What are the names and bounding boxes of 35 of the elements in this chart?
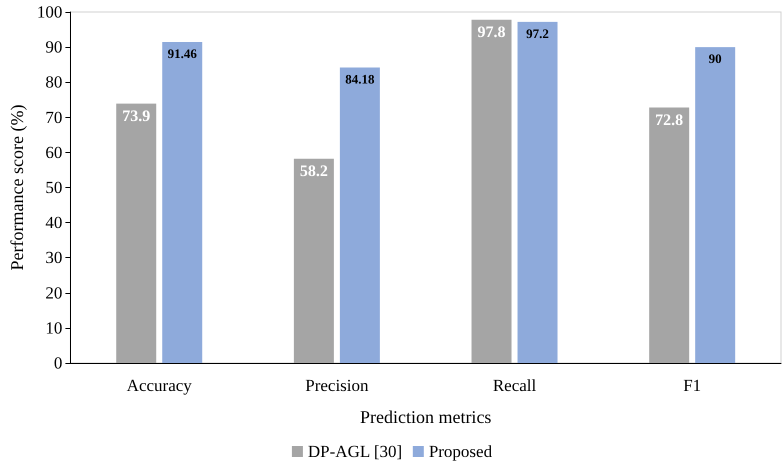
y-tick-label: 100 xyxy=(36,2,62,22)
data-label: 73.9 xyxy=(122,108,150,126)
y-tick-label: 90 xyxy=(45,38,62,57)
bar xyxy=(294,158,334,363)
data-label: 97.8 xyxy=(478,24,506,42)
bar xyxy=(695,47,736,363)
y-tick-label: 10 xyxy=(45,318,62,338)
y-tick-label: 40 xyxy=(45,213,62,232)
y-axis-title: Performance score (%) xyxy=(7,104,27,270)
bar xyxy=(162,42,202,363)
x-axis-title: Prediction metrics xyxy=(360,407,492,427)
bar xyxy=(518,22,558,363)
y-tick-label: 0 xyxy=(54,354,62,372)
bar xyxy=(340,68,380,363)
y-tick-label: 60 xyxy=(45,142,62,162)
y-tick-label: 30 xyxy=(45,248,62,268)
bar xyxy=(116,104,156,363)
legend-label: DP-AGL [30] xyxy=(308,442,402,461)
data-label: 90 xyxy=(708,51,722,66)
data-label: 97.2 xyxy=(526,26,549,41)
x-tick-label: Accuracy xyxy=(126,376,192,395)
bar xyxy=(649,107,690,363)
bar xyxy=(472,20,512,363)
x-tick-label: Precision xyxy=(305,376,370,395)
x-tick-label: Recall xyxy=(492,376,537,395)
y-tick-label: 50 xyxy=(45,178,62,197)
y-tick-label: 20 xyxy=(45,283,62,302)
y-tick-label: 80 xyxy=(45,72,62,92)
data-label: 58.2 xyxy=(300,163,328,180)
data-label: 84.18 xyxy=(345,72,375,87)
legend-label: Proposed xyxy=(428,442,493,461)
y-tick-label: 70 xyxy=(45,108,62,127)
x-tick-label: F1 xyxy=(683,376,702,395)
data-label: 91.46 xyxy=(168,46,198,61)
data-label: 72.8 xyxy=(655,112,684,129)
